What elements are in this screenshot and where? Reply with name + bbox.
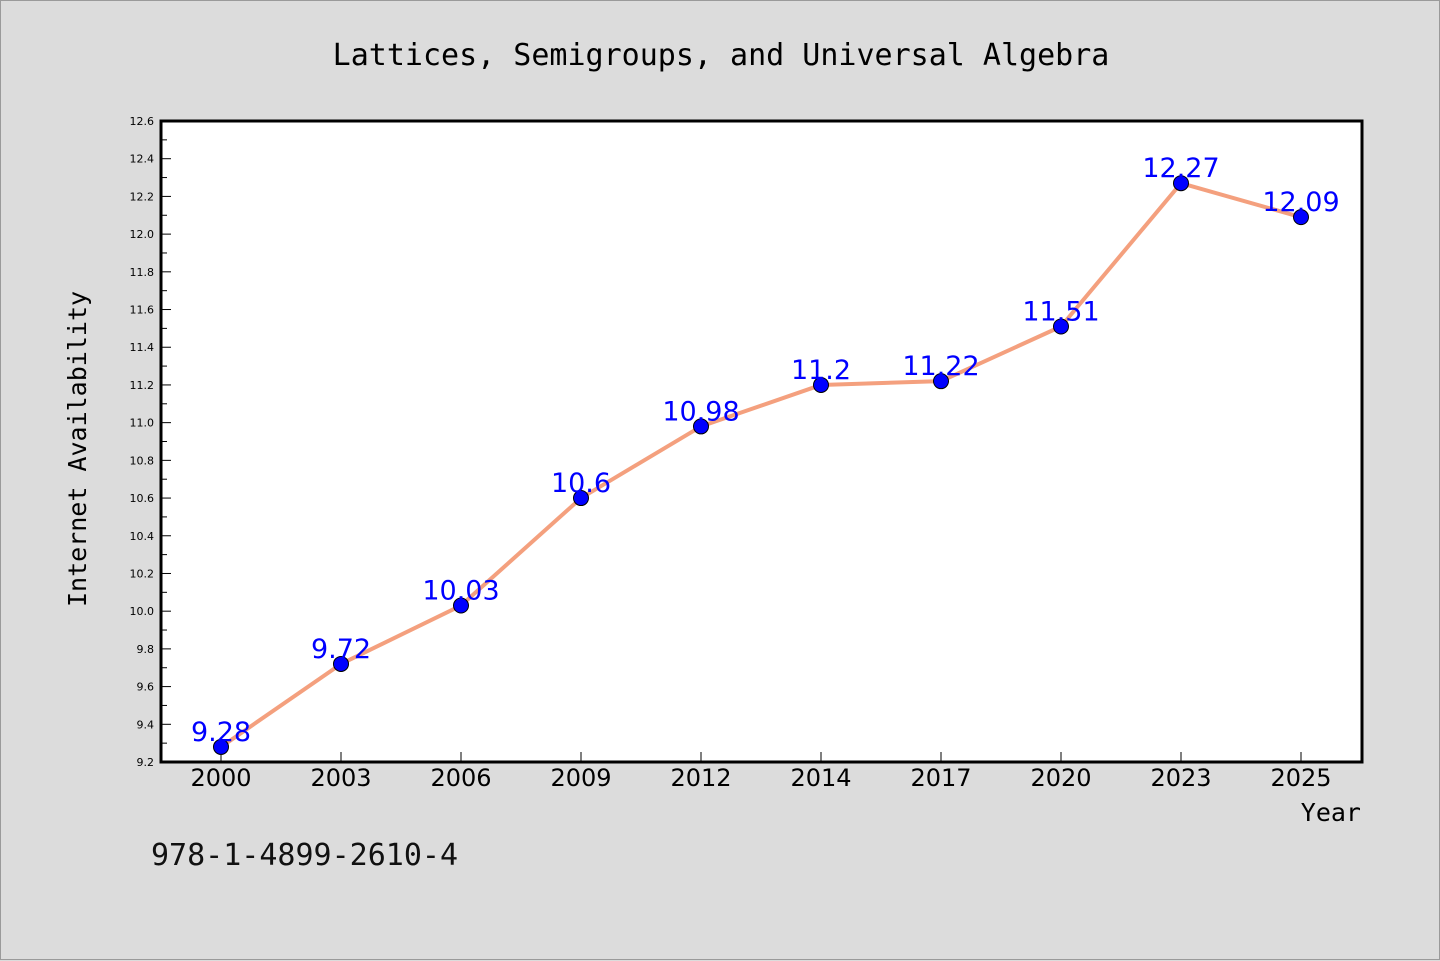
data-label: 9.28 <box>191 717 251 748</box>
data-point <box>333 655 349 672</box>
data-point <box>1053 318 1069 335</box>
data-labels-group: 9.28 9.72 10.03 10.6 10.98 11.2 11.22 11.51 12.2… <box>191 153 1340 748</box>
y-tick-label: 10.4 <box>130 530 155 543</box>
x-tick-label: 2014 <box>790 764 851 792</box>
x-tick-label: 2017 <box>910 764 971 792</box>
data-label: 11.2 <box>791 355 851 386</box>
y-axis: 9.2 9.4 9.6 9.8 10.0 10.2 10.4 10.6 10.8 11.0 11.2… <box>130 115 171 769</box>
y-tick-label: 12.6 <box>130 115 155 128</box>
data-label: 12.09 <box>1262 187 1339 218</box>
y-tick-label: 11.4 <box>130 341 155 354</box>
y-tick-label: 10.6 <box>130 492 155 505</box>
y-tick-label: 9.8 <box>137 643 155 656</box>
data-label: 11.22 <box>902 351 979 382</box>
y-tick-label: 11.6 <box>130 304 155 317</box>
y-tick-label: 10.8 <box>130 454 155 467</box>
data-point <box>693 418 709 435</box>
chart-title: Lattices, Semigroups, and Universal Alge… <box>333 38 1110 73</box>
data-label: 9.72 <box>311 634 371 665</box>
y-tick-label: 10.2 <box>130 567 155 580</box>
data-label: 10.03 <box>422 576 499 607</box>
y-tick-label: 12.4 <box>130 153 155 166</box>
data-label: 11.51 <box>1022 296 1099 327</box>
x-tick-label: 2012 <box>670 764 731 792</box>
x-tick-label: 2009 <box>550 764 611 792</box>
data-label: 10.6 <box>551 468 611 499</box>
data-label: 12.27 <box>1142 153 1219 184</box>
x-tick-label: 2006 <box>430 764 491 792</box>
data-point <box>1293 209 1309 226</box>
x-tick-label: 2000 <box>190 764 251 792</box>
y-tick-label: 11.0 <box>130 417 155 430</box>
y-tick-label: 9.4 <box>137 718 155 731</box>
data-label: 10.98 <box>662 396 739 427</box>
y-tick-label: 12.0 <box>130 228 155 241</box>
data-point <box>1173 175 1189 192</box>
y-tick-label: 9.2 <box>137 756 155 769</box>
y-tick-label: 11.2 <box>130 379 155 392</box>
y-tick-label: 12.2 <box>130 190 155 203</box>
y-tick-label: 11.8 <box>130 266 155 279</box>
y-tick-label: 10.0 <box>130 605 155 618</box>
data-point <box>213 738 229 755</box>
series-line <box>219 181 1303 749</box>
x-axis: 2000 2003 2006 2009 2012 2014 2017 2020 2023 2025 <box>190 752 1332 792</box>
y-axis-label: Internet Availability <box>63 291 92 607</box>
series-line-group <box>219 181 1303 749</box>
y-tick-label: 9.6 <box>137 681 155 694</box>
data-point <box>933 373 949 390</box>
x-axis-label: Year <box>1301 798 1361 827</box>
data-point <box>813 376 829 393</box>
data-point <box>573 490 589 507</box>
x-tick-label: 2020 <box>1030 764 1091 792</box>
x-tick-label: 2023 <box>1150 764 1211 792</box>
markers-group <box>213 175 1309 755</box>
x-tick-label: 2003 <box>310 764 371 792</box>
isbn-text: 978-1-4899-2610-4 <box>151 838 458 873</box>
x-tick-label: 2025 <box>1270 764 1331 792</box>
data-point <box>453 597 469 614</box>
